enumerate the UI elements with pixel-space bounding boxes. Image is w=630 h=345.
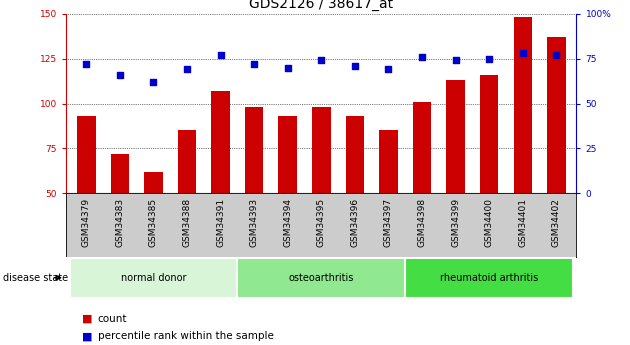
Text: GSM34402: GSM34402 (552, 198, 561, 247)
Bar (278, 116, 297, 283)
Point (384, 67, 394, 72)
Point (182, 67, 192, 72)
Bar (312, 107, 331, 283)
Bar (69, 258, 238, 298)
Text: GSM34401: GSM34401 (518, 198, 527, 247)
Text: GSM34379: GSM34379 (82, 198, 91, 247)
Point (249, 61, 259, 67)
Text: percentile rank within the sample: percentile rank within the sample (98, 332, 273, 341)
Text: GSM34396: GSM34396 (350, 198, 359, 247)
Point (149, 79, 159, 85)
Bar (245, 107, 263, 283)
Text: GSM34398: GSM34398 (418, 198, 427, 247)
Text: GSM34400: GSM34400 (484, 198, 494, 247)
Bar (178, 130, 196, 283)
Text: count: count (98, 314, 127, 324)
Bar (413, 102, 432, 283)
Bar (405, 258, 573, 298)
Text: disease state: disease state (3, 273, 68, 283)
Text: ■: ■ (82, 332, 93, 341)
Bar (211, 91, 230, 283)
Bar (111, 154, 129, 283)
Bar (547, 37, 566, 283)
Bar (447, 80, 465, 283)
Text: GSM34393: GSM34393 (249, 198, 259, 247)
Bar (346, 116, 364, 283)
Text: GSM34388: GSM34388 (183, 198, 192, 247)
Text: ■: ■ (82, 314, 93, 324)
Bar (379, 130, 398, 283)
Point (215, 52, 226, 58)
Point (450, 58, 461, 63)
Bar (238, 258, 405, 298)
Point (484, 56, 494, 61)
Text: GSM34395: GSM34395 (317, 198, 326, 247)
Point (316, 58, 326, 63)
Point (283, 65, 293, 70)
Text: GSM34385: GSM34385 (149, 198, 158, 247)
Point (551, 52, 561, 58)
Text: normal donor: normal donor (121, 273, 186, 283)
Title: GDS2126 / 38617_at: GDS2126 / 38617_at (249, 0, 393, 11)
Point (518, 50, 528, 56)
Point (115, 72, 125, 78)
Text: rheumatoid arthritis: rheumatoid arthritis (440, 273, 538, 283)
Bar (513, 17, 532, 283)
Bar (480, 75, 498, 283)
Text: GSM34397: GSM34397 (384, 198, 393, 247)
Text: GSM34383: GSM34383 (115, 198, 124, 247)
Text: osteoarthritis: osteoarthritis (289, 273, 354, 283)
Bar (77, 116, 96, 283)
Bar (144, 172, 163, 283)
Text: GSM34391: GSM34391 (216, 198, 225, 247)
Point (350, 63, 360, 69)
Point (417, 54, 427, 60)
Point (81, 61, 91, 67)
Text: GSM34394: GSM34394 (284, 198, 292, 247)
Text: GSM34399: GSM34399 (451, 198, 460, 247)
